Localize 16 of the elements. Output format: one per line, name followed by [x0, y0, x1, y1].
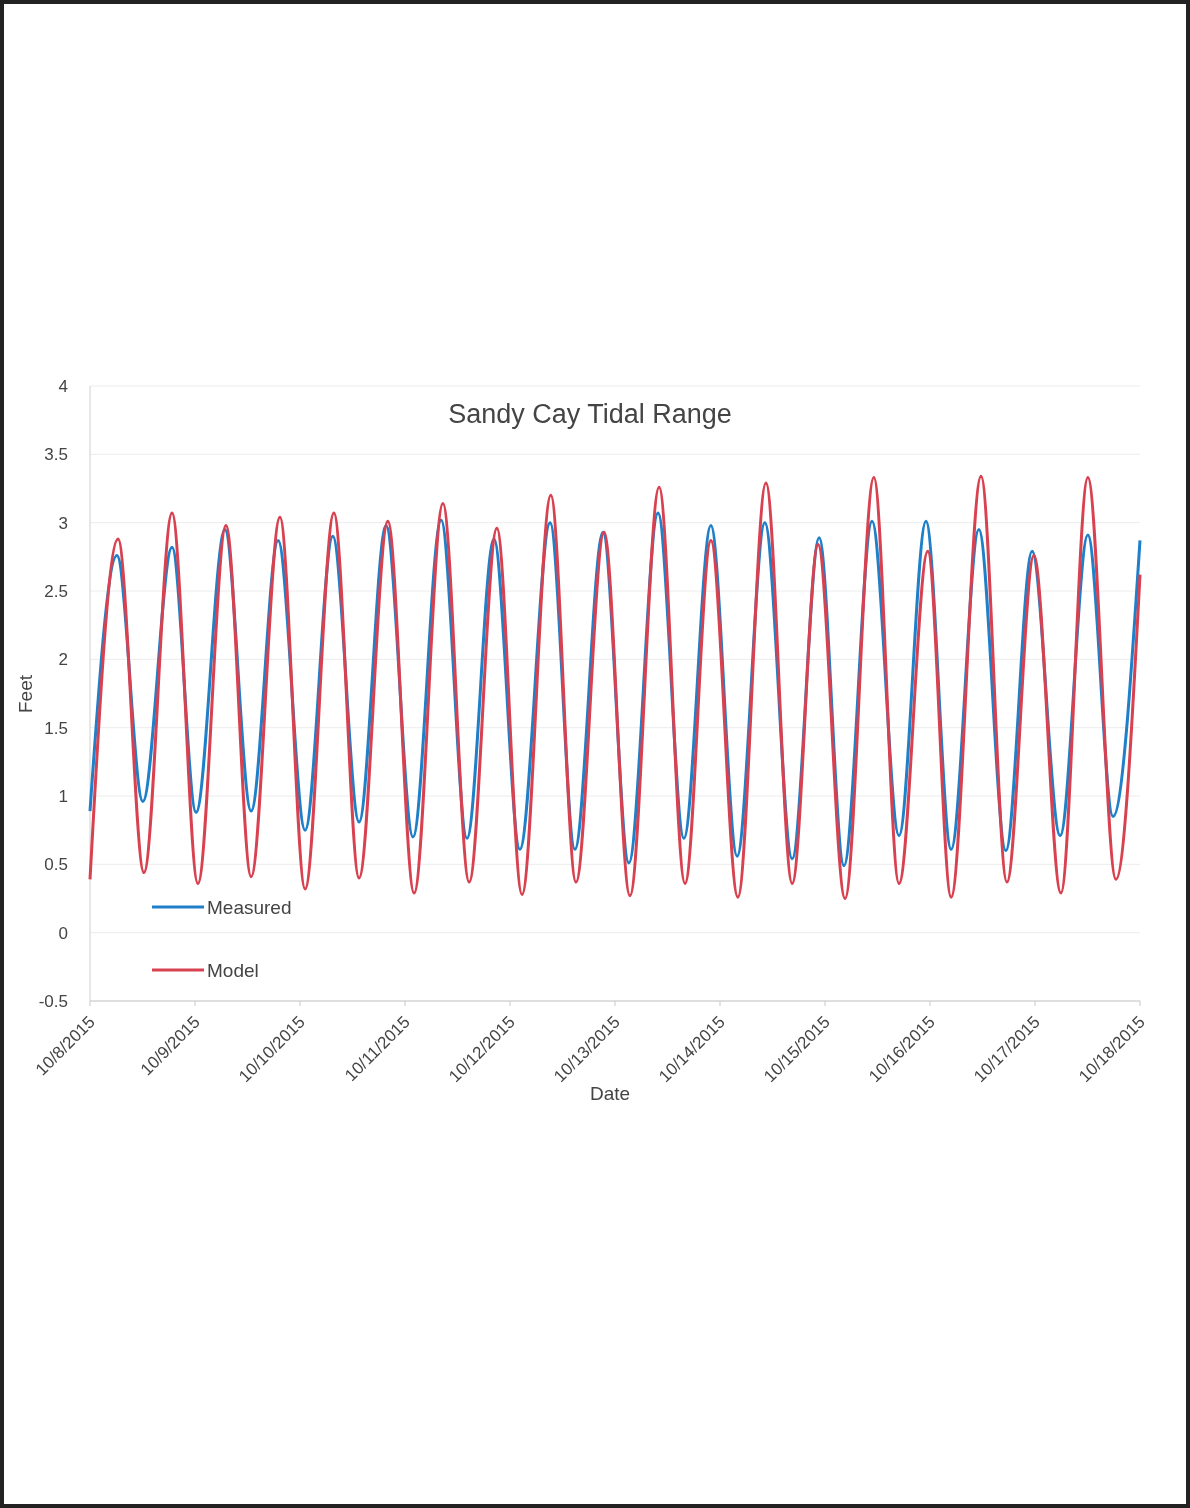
y-tick-label: -0.5 — [38, 991, 68, 1011]
y-tick-label: 2 — [58, 650, 68, 670]
legend-label: Model — [207, 959, 259, 981]
y-tick-label: 3 — [58, 513, 68, 533]
line-series — [88, 474, 1142, 900]
y-tick-label: 1 — [58, 786, 68, 806]
y-tick-label: 0.5 — [44, 855, 68, 875]
legend-label: Measured — [207, 896, 292, 918]
y-tick-label: 3.5 — [44, 445, 68, 465]
y-axis-title: Feet — [15, 674, 36, 714]
y-tick-label: 4 — [58, 376, 68, 396]
y-tick-label: 1.5 — [44, 718, 68, 738]
text: Sandy Cay Tidal Range — [448, 399, 732, 429]
x-axis-title: Date — [589, 1083, 631, 1104]
y-tick-label: 2.5 — [44, 581, 68, 601]
y-tick-label: 0 — [58, 923, 68, 943]
